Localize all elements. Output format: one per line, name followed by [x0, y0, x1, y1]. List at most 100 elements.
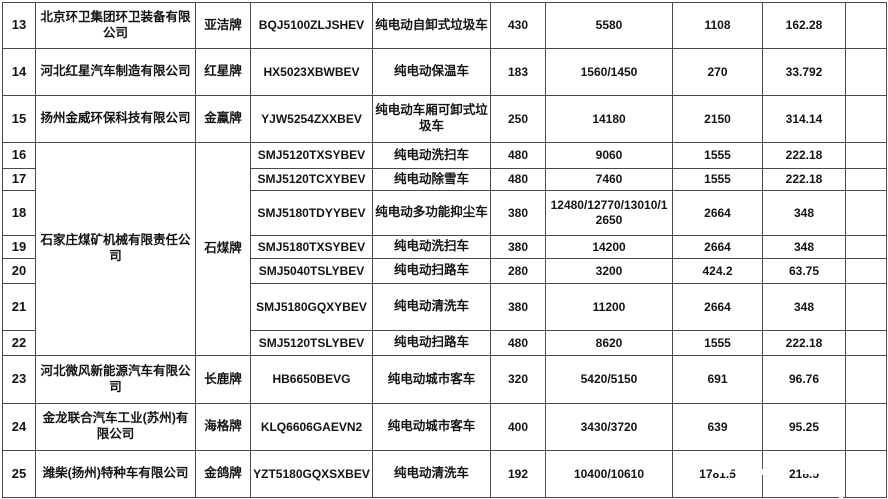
cell-model-code: SMJ5120TXSYBEV	[250, 142, 373, 169]
cell-model-code: SMJ5040TSLYBEV	[250, 258, 373, 284]
cell-vehicle-type: 纯电动保温车	[372, 48, 491, 96]
cell-value-3: 2664	[672, 283, 763, 331]
cell-company: 北京环卫集团环卫装备有限公司	[35, 2, 196, 49]
cell-row-number: 22	[2, 330, 36, 356]
cell-empty	[845, 330, 887, 356]
cell-value-3: 2150	[672, 95, 763, 143]
cell-model-code: HX5023XBWBEV	[250, 48, 373, 96]
cell-company: 扬州金威环保科技有限公司	[35, 95, 196, 143]
cell-empty	[845, 142, 887, 169]
cell-row-number: 21	[2, 283, 36, 331]
table-row: 15 扬州金威环保科技有限公司 金蠃牌 YJW5254ZXXBEV 纯电动车厢可卸式垃圾…	[2, 95, 887, 143]
cell-value-1: 480	[490, 168, 546, 191]
cell-row-number: 25	[2, 450, 36, 498]
cell-value-1: 380	[490, 235, 546, 259]
table-row: 17 SMJ5120TCXYBEV 纯电动除雪车 480 7460 1555 222.18	[2, 168, 887, 191]
cell-value-1: 400	[490, 403, 546, 451]
cell-value-4: 33.792	[762, 48, 846, 96]
cell-vehicle-type: 纯电动车厢可卸式垃圾车	[372, 95, 491, 143]
cell-value-1: 320	[490, 355, 546, 404]
table-row: 16 石家庄煤矿机械有限责任公司 石煤牌 SMJ5120TXSYBEV 纯电动洗扫车 48…	[2, 142, 887, 356]
cell-empty	[845, 283, 887, 331]
cell-company: 河北红星汽车制造有限公司	[35, 48, 196, 96]
cell-empty	[845, 168, 887, 191]
table-row: 23 河北微风新能源汽车有限公司 长鹿牌 HB6650BEVG 纯电动城市客车 320 54…	[2, 355, 887, 404]
cell-empty	[845, 403, 887, 451]
cell-model-code: YZT5180GQXSXBEV	[250, 450, 373, 498]
cell-row-number: 17	[2, 168, 36, 191]
cell-row-number: 19	[2, 235, 36, 259]
cell-brand: 金蠃牌	[195, 95, 251, 143]
cell-vehicle-type: 纯电动扫路车	[372, 258, 491, 284]
table-row: 21 SMJ5180GQXYBEV 纯电动清洗车 380 11200 2664 348	[2, 283, 887, 331]
cell-empty	[845, 48, 887, 96]
table-row: 24 金龙联合汽车工业(苏州)有限公司 海格牌 KLQ6606GAEVN2 纯电动城市客…	[2, 403, 887, 451]
cell-value-4: 218.5	[762, 450, 846, 498]
cell-value-4: 162.28	[762, 2, 846, 49]
cell-company: 河北微风新能源汽车有限公司	[35, 355, 196, 404]
cell-value-4: 222.18	[762, 142, 846, 169]
cell-value-1: 480	[490, 330, 546, 356]
cell-value-1: 183	[490, 48, 546, 96]
cell-value-3: 424.2	[672, 258, 763, 284]
cell-value-2: 12480/12770/13010/12650	[545, 190, 673, 236]
cell-value-1: 192	[490, 450, 546, 498]
cell-empty	[845, 190, 887, 236]
cell-value-2: 5420/5150	[545, 355, 673, 404]
cell-brand: 石煤牌	[195, 142, 251, 356]
cell-value-4: 222.18	[762, 330, 846, 356]
cell-brand: 红星牌	[195, 48, 251, 96]
table-row: 25 潍柴(扬州)特种车有限公司 金鸽牌 YZT5180GQXSXBEV 纯电动清洗车 1…	[2, 450, 887, 498]
cell-value-3: 1108	[672, 2, 763, 49]
table-row: 13 北京环卫集团环卫装备有限公司 亚洁牌 BQJ5100ZLJSHEV 纯电动自卸式垃…	[2, 2, 887, 49]
cell-value-4: 348	[762, 235, 846, 259]
cell-value-3: 639	[672, 403, 763, 451]
cell-company: 潍柴(扬州)特种车有限公司	[35, 450, 196, 498]
cell-model-code: BQJ5100ZLJSHEV	[250, 2, 373, 49]
cell-value-2: 3430/3720	[545, 403, 673, 451]
cell-vehicle-type: 纯电动城市客车	[372, 355, 491, 404]
cell-row-number: 24	[2, 403, 36, 451]
cell-value-3: 1781.5	[672, 450, 763, 498]
cell-empty	[845, 258, 887, 284]
cell-model-code: YJW5254ZXXBEV	[250, 95, 373, 143]
cell-brand: 长鹿牌	[195, 355, 251, 404]
cell-value-3: 1555	[672, 330, 763, 356]
cell-row-number: 15	[2, 95, 36, 143]
table-row: 20 SMJ5040TSLYBEV 纯电动扫路车 280 3200 424.2 63.75	[2, 258, 887, 284]
cell-brand: 金鸽牌	[195, 450, 251, 498]
cell-value-1: 480	[490, 142, 546, 169]
cell-value-1: 380	[490, 283, 546, 331]
cell-vehicle-type: 纯电动扫路车	[372, 330, 491, 356]
cell-empty	[845, 450, 887, 498]
cell-empty	[845, 95, 887, 143]
cell-model-code: KLQ6606GAEVN2	[250, 403, 373, 451]
cell-value-1: 380	[490, 190, 546, 236]
cell-value-4: 95.25	[762, 403, 846, 451]
cell-value-3: 1555	[672, 168, 763, 191]
cell-row-number: 20	[2, 258, 36, 284]
cell-value-2: 3200	[545, 258, 673, 284]
cell-value-2: 14180	[545, 95, 673, 143]
cell-empty	[845, 235, 887, 259]
cell-value-2: 10400/10610	[545, 450, 673, 498]
cell-vehicle-type: 纯电动洗扫车	[372, 235, 491, 259]
cell-value-3: 270	[672, 48, 763, 96]
cell-value-1: 430	[490, 2, 546, 49]
cell-model-code: SMJ5120TSLYBEV	[250, 330, 373, 356]
cell-row-number: 18	[2, 190, 36, 236]
cell-value-4: 96.76	[762, 355, 846, 404]
cell-vehicle-type: 纯电动清洗车	[372, 283, 491, 331]
cell-value-2: 9060	[545, 142, 673, 169]
cell-value-2: 5580	[545, 2, 673, 49]
cell-model-code: SMJ5180TDYYBEV	[250, 190, 373, 236]
cell-value-2: 1560/1450	[545, 48, 673, 96]
cell-brand: 海格牌	[195, 403, 251, 451]
cell-value-2: 7460	[545, 168, 673, 191]
cell-vehicle-type: 纯电动多功能抑尘车	[372, 190, 491, 236]
cell-empty	[845, 355, 887, 404]
cell-value-4: 348	[762, 283, 846, 331]
cell-model-code: SMJ5180GQXYBEV	[250, 283, 373, 331]
